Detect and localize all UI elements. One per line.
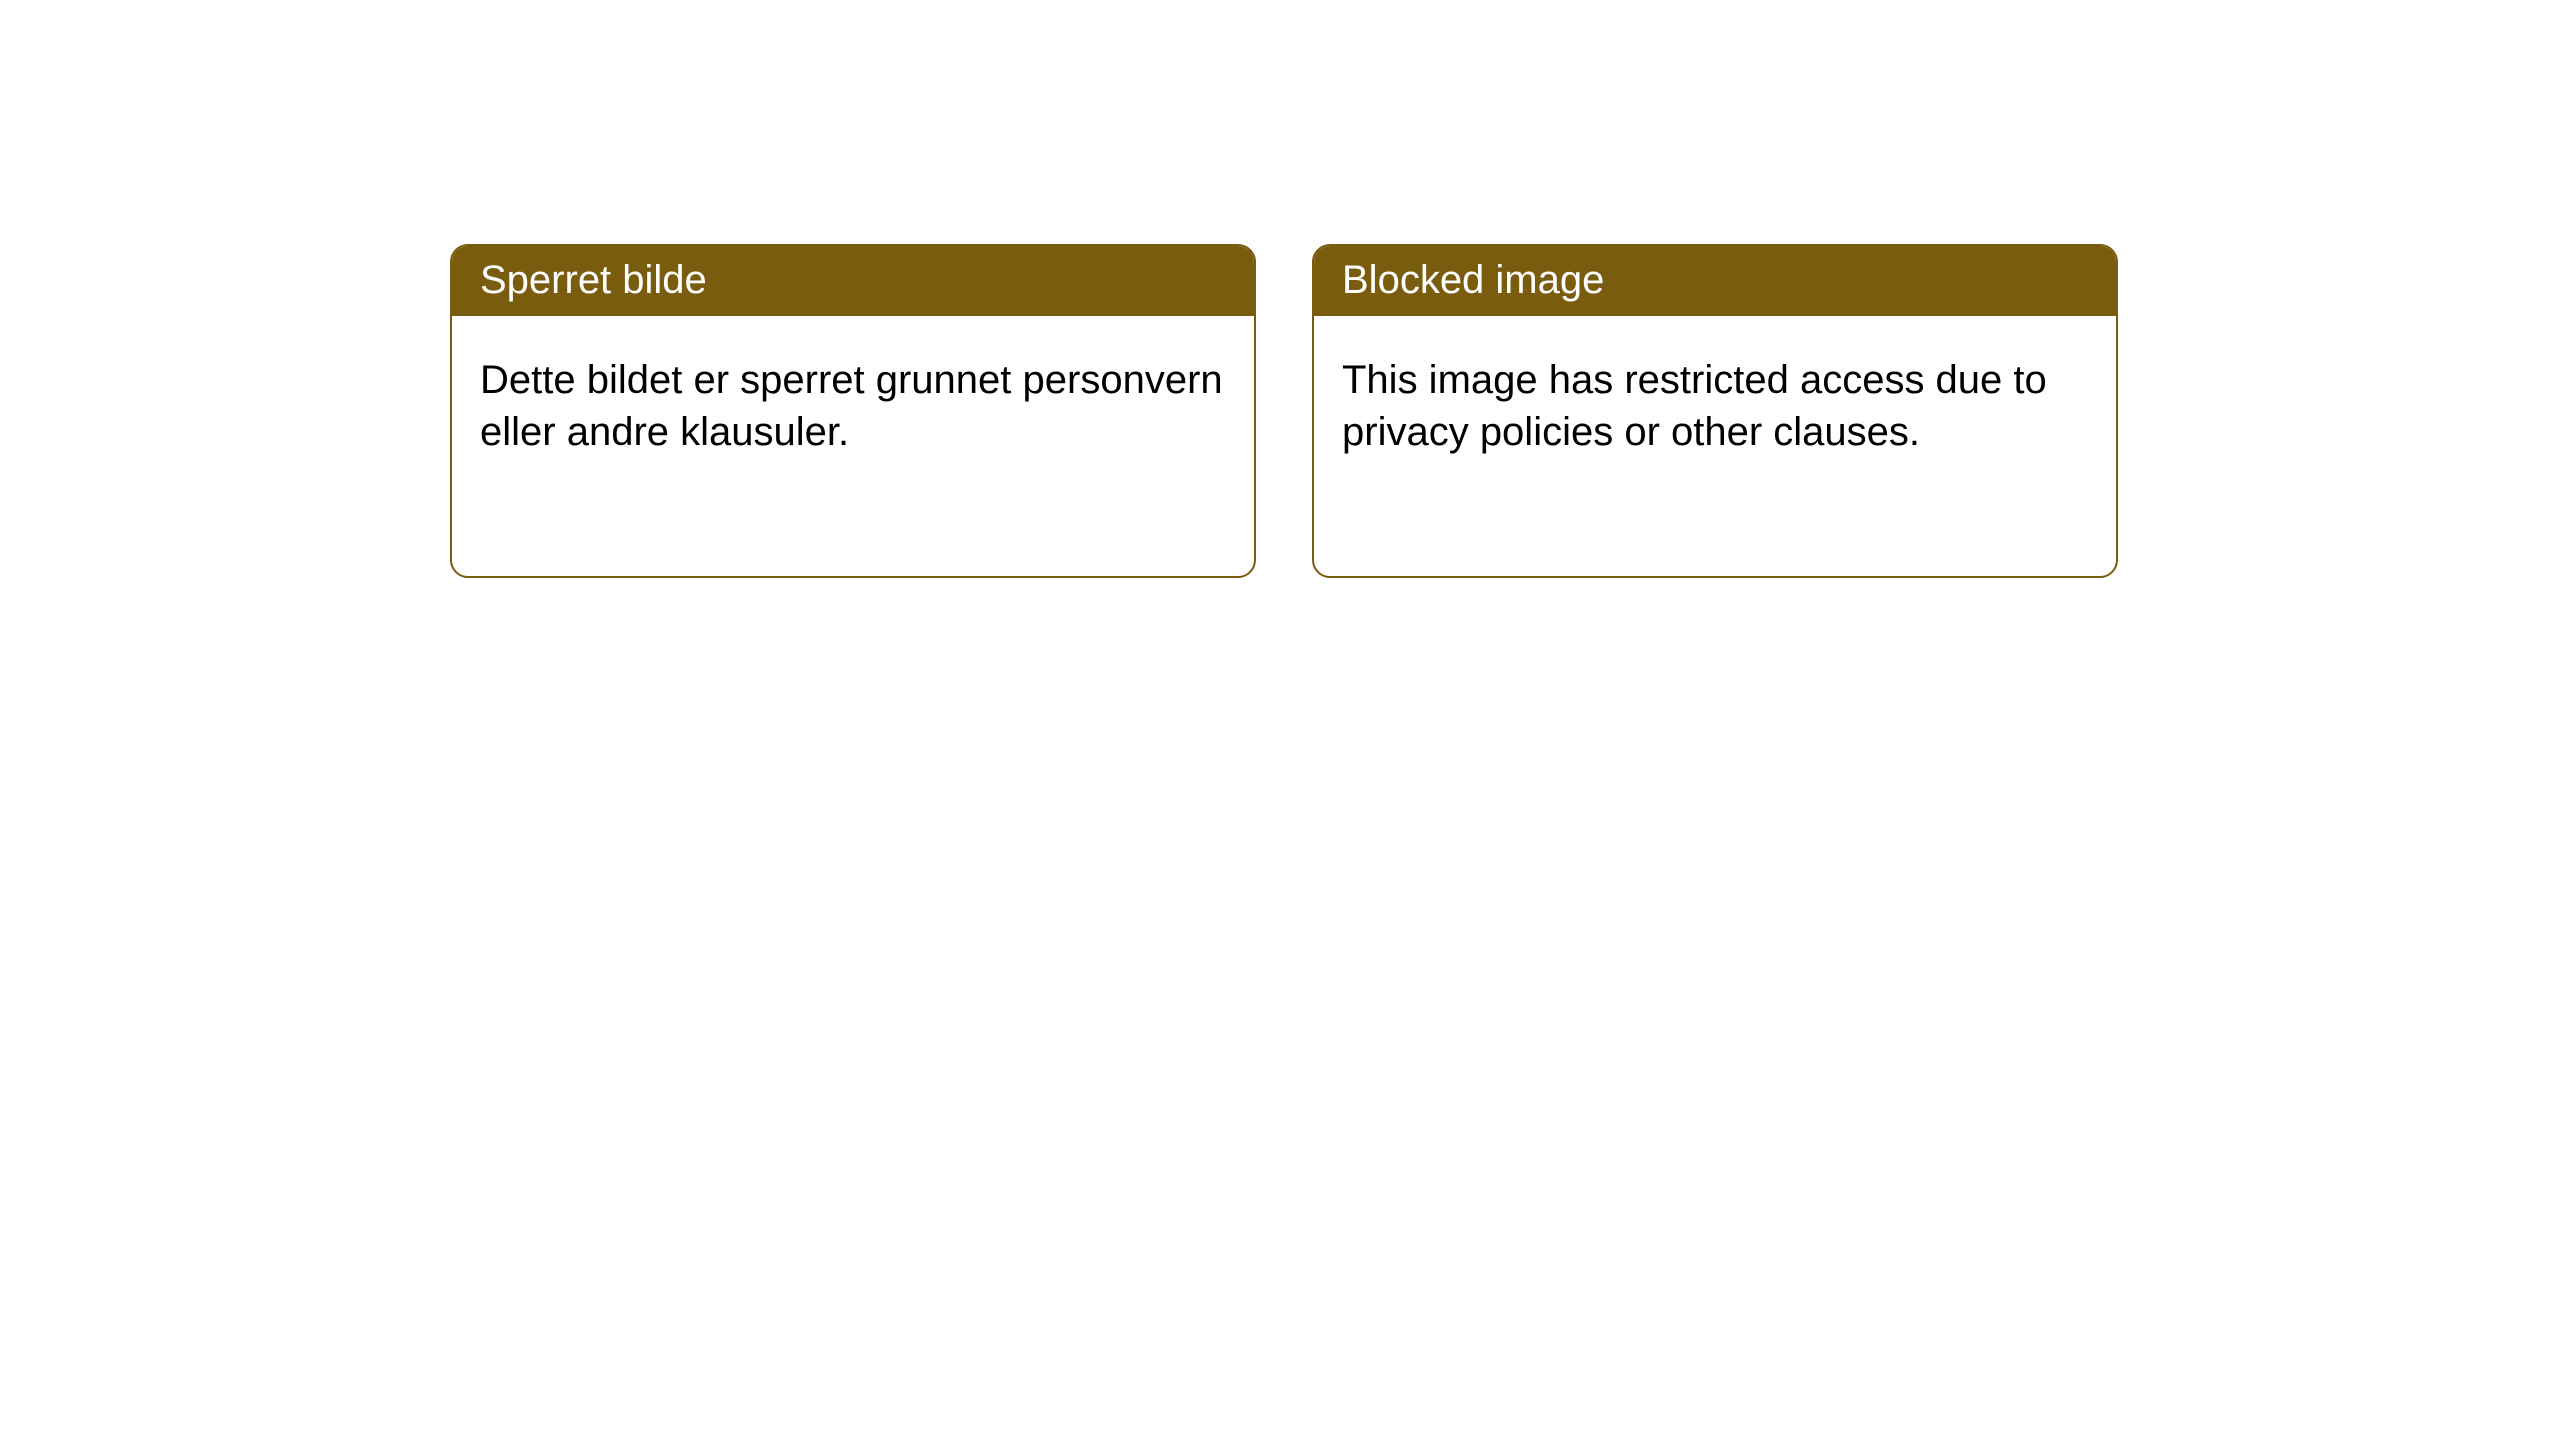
notice-container: Sperret bilde Dette bildet er sperret gr… xyxy=(0,0,2560,578)
notice-body: This image has restricted access due to … xyxy=(1314,316,2116,486)
notice-header: Sperret bilde xyxy=(452,246,1254,316)
notice-card-english: Blocked image This image has restricted … xyxy=(1312,244,2118,578)
notice-card-norwegian: Sperret bilde Dette bildet er sperret gr… xyxy=(450,244,1256,578)
notice-body: Dette bildet er sperret grunnet personve… xyxy=(452,316,1254,486)
notice-header: Blocked image xyxy=(1314,246,2116,316)
